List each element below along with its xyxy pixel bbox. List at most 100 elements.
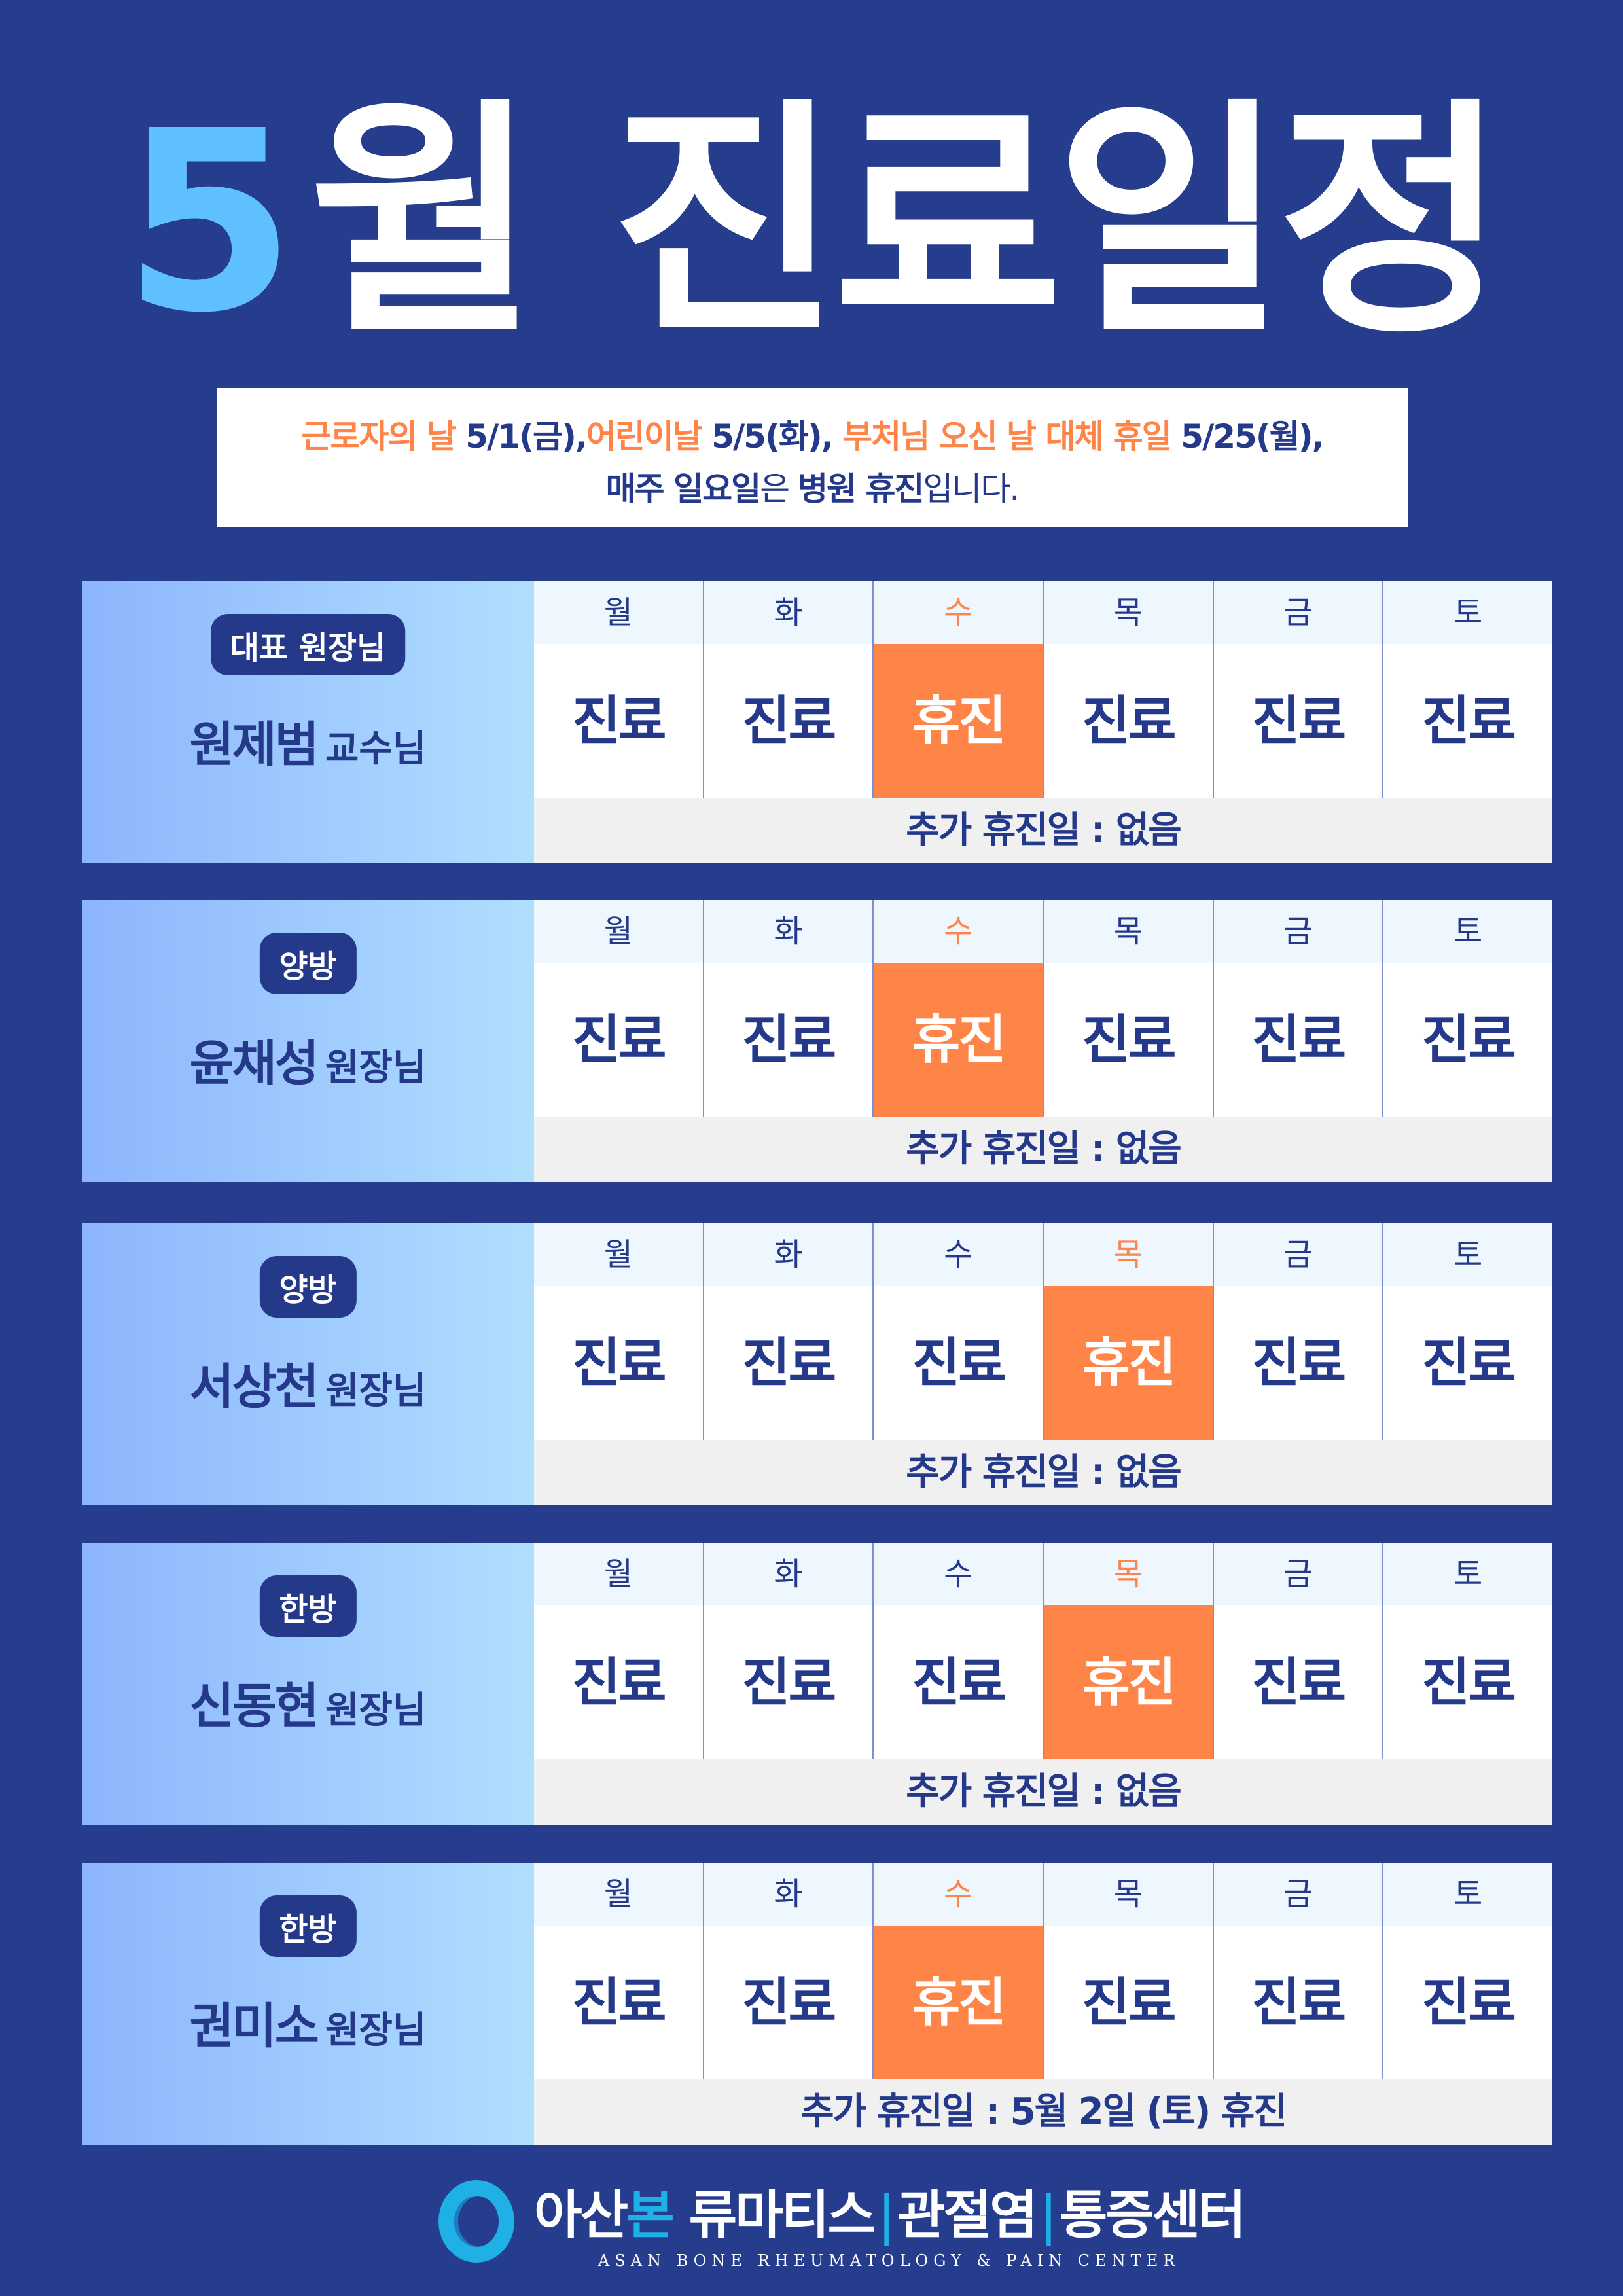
day-status: 진료 [572,1009,666,1070]
doctor-info: 양방 서상천 원장님 [82,1223,534,1505]
day-status: 진료 [1043,963,1213,1117]
holiday-date: 5/5(화), [701,418,843,456]
title-month: 5 [122,77,296,367]
day-header: 화 [702,900,873,963]
doctor-badge: 한방 [259,1575,357,1637]
status-row: 진료 진료 휴진 진료 진료 진료 [534,1926,1552,2079]
doctor-title: 원장님 [325,2009,427,2052]
day-status: 진료 [702,644,873,798]
doctor-info: 한방 권미소 원장님 [82,1863,534,2145]
schedule-table: 월 화 수 목 금 토 진료 진료 휴진 진료 진료 진료 추가 휴진일 : 5월 2일 (토) 휴진 [534,1863,1552,2145]
day-status: 진료 [1212,1926,1383,2079]
logo-korean: 아산본 류마티스|관절염|통증센터 [534,2185,1246,2246]
doctor-badge: 양방 [259,1256,357,1318]
day-header: 수 [872,1863,1043,1926]
day-header: 토 [1382,1863,1552,1926]
title-text: 월 진료일정 [309,77,1507,367]
schedule-table: 월 화 수 목 금 토 진료 진료 휴진 진료 진료 진료 추가 휴진일 : 없음 [534,581,1552,863]
day-header: 수 [872,900,1043,963]
day-status: 진료 [1382,1605,1552,1759]
holiday-notice: 근로자의 날 5/1(금),어린이날 5/5(화), 부처님 오신 날 대체 휴… [217,388,1408,527]
day-status: 진료 [702,1286,873,1440]
day-status: 진료 [1382,644,1552,798]
doctor-schedule-card: 한방 신동현 원장님 월 화 수 목 금 토 진료 진료 진료 휴진 진료 진료 추가 휴진일 : 없음 [82,1543,1552,1825]
doctor-name: 신동현 원장님 [82,1667,534,1737]
doctor-badge: 한방 [259,1895,357,1957]
day-header: 화 [702,1543,873,1605]
day-header: 토 [1382,900,1552,963]
holiday-name: 근로자의 날 [301,418,456,456]
day-header: 금 [1212,900,1383,963]
doctor-info: 대표 원장님 원제범 교수님 [82,581,534,863]
page-title: 5월 진료일정 [0,98,1623,347]
day-status: 진료 [702,963,873,1117]
day-header: 목 [1043,581,1213,644]
day-status: 진료 [1043,1926,1213,2079]
extra-closure: 추가 휴진일 : 없음 [534,1759,1552,1825]
day-status: 진료 [702,1926,873,2079]
doctor-title: 원장님 [325,1689,427,1732]
day-header: 목 [1043,1223,1213,1286]
day-status: 휴진 [1043,1286,1213,1440]
name: 권미소 [189,1998,319,2054]
day-status: 진료 [872,1286,1043,1440]
day-status: 진료 [1212,1605,1383,1759]
doctor-schedule-card: 대표 원장님 원제범 교수님 월 화 수 목 금 토 진료 진료 휴진 진료 진료 진료 추가 휴진일 :… [82,581,1552,863]
day-header: 화 [702,1863,873,1926]
day-status: 진료 [1212,644,1383,798]
doctor-title: 원장님 [325,1047,427,1089]
day-header: 금 [1212,581,1383,644]
day-status: 휴진 [1043,1605,1213,1759]
day-status: 진료 [572,1333,666,1393]
day-header: 금 [1212,1223,1383,1286]
holiday-name: 어린이날 [586,418,703,456]
day-header: 토 [1382,1543,1552,1605]
holiday-date: 5/1(금), [455,418,588,456]
schedule-table: 월 화 수 목 금 토 진료 진료 휴진 진료 진료 진료 추가 휴진일 : 없음 [534,900,1552,1182]
holiday-date: 5/25(월), [1170,418,1324,456]
name: 윤채성 [189,1035,319,1092]
day-header: 토 [1382,1223,1552,1286]
doctor-title: 원장님 [325,1370,427,1412]
clinic-logo: 아산본 류마티스|관절염|통증센터 ASAN BONE RHEUMATOLOGY… [438,2173,1246,2270]
day-header: 월 [603,913,633,950]
day-header: 금 [1212,1863,1383,1926]
logo-english: ASAN BONE RHEUMATOLOGY & PAIN CENTER [597,2251,1181,2270]
extra-closure: 추가 휴진일 : 없음 [534,1117,1552,1182]
day-status: 진료 [572,1652,666,1713]
holiday-name: 부처님 오신 날 대체 휴일 [842,418,1172,456]
notice-text: 병원 휴진 [798,470,924,508]
doctor-badge: 대표 원장님 [210,614,406,675]
doctor-info: 양방 윤채성 원장님 [82,900,534,1182]
status-row: 진료 진료 휴진 진료 진료 진료 [534,963,1552,1117]
notice-text: 매주 일요일 [605,470,761,508]
doctor-name: 원제범 교수님 [82,706,534,776]
day-status: 휴진 [872,963,1043,1117]
status-row: 진료 진료 진료 휴진 진료 진료 [534,1286,1552,1440]
doctor-schedule-card: 한방 권미소 원장님 월 화 수 목 금 토 진료 진료 휴진 진료 진료 진료 추가 휴진일 : 5월 … [82,1863,1552,2145]
day-header: 화 [702,1223,873,1286]
day-status: 진료 [572,1972,666,2033]
day-header: 화 [702,581,873,644]
day-status: 진료 [1212,963,1383,1117]
day-header: 월 [603,594,633,631]
notice-text: 입니다. [923,470,1020,508]
day-header: 수 [872,1543,1043,1605]
notice-text: 은 [760,470,798,508]
notice-line-1: 근로자의 날 5/1(금),어린이날 5/5(화), 부처님 오신 날 대체 휴… [217,410,1408,463]
day-header: 목 [1043,900,1213,963]
day-status: 진료 [1382,1286,1552,1440]
status-row: 진료 진료 휴진 진료 진료 진료 [534,644,1552,798]
name: 서상천 [189,1359,319,1415]
doctor-badge: 양방 [259,933,357,994]
doctor-schedule-card: 양방 서상천 원장님 월 화 수 목 금 토 진료 진료 진료 휴진 진료 진료 추가 휴진일 : 없음 [82,1223,1552,1505]
doctor-info: 한방 신동현 원장님 [82,1543,534,1825]
doctor-schedule-card: 양방 윤채성 원장님 월 화 수 목 금 토 진료 진료 휴진 진료 진료 진료 추가 휴진일 : 없음 [82,900,1552,1182]
extra-closure: 추가 휴진일 : 없음 [534,1440,1552,1505]
day-header: 목 [1043,1863,1213,1926]
day-header: 목 [1043,1543,1213,1605]
